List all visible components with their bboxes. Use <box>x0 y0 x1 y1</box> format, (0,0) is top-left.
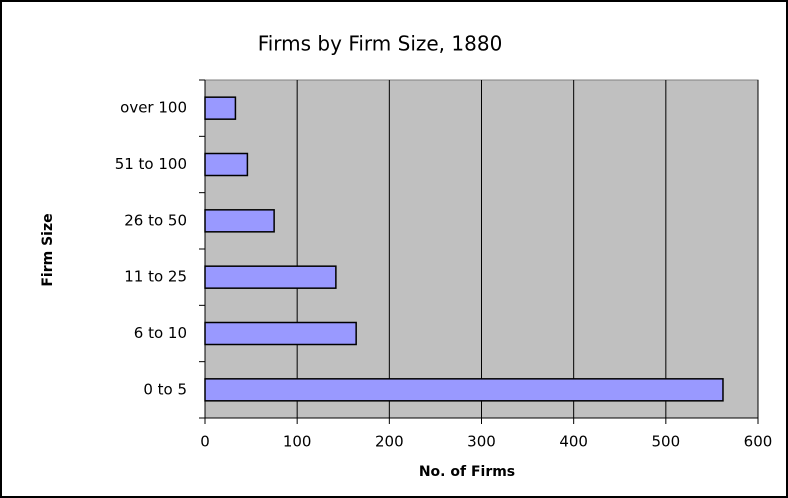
x-tick-label: 0 <box>200 433 210 451</box>
x-tick-label: 400 <box>559 433 588 451</box>
bar <box>204 96 237 120</box>
bar <box>204 321 357 346</box>
chart-title: Firms by Firm Size, 1880 <box>258 32 503 56</box>
y-tick-label: 26 to 50 <box>124 211 187 229</box>
x-tick-label: 500 <box>652 433 681 451</box>
y-tick-label: 51 to 100 <box>115 155 187 173</box>
bar <box>204 378 724 402</box>
y-tick-label: 0 to 5 <box>143 380 187 398</box>
y-axis-label: Firm Size <box>40 213 56 286</box>
y-tick-label: 11 to 25 <box>124 268 187 286</box>
x-tick-label: 600 <box>744 433 773 451</box>
y-tick-label: over 100 <box>120 99 187 117</box>
x-tick-label: 300 <box>467 433 496 451</box>
x-axis-label: No. of Firms <box>419 464 515 480</box>
bar <box>204 152 249 177</box>
x-tick-label: 100 <box>283 433 312 451</box>
x-tick-label: 200 <box>375 433 404 451</box>
y-tick-label: 6 to 10 <box>134 324 187 342</box>
bar <box>204 265 337 289</box>
bar <box>204 209 275 233</box>
